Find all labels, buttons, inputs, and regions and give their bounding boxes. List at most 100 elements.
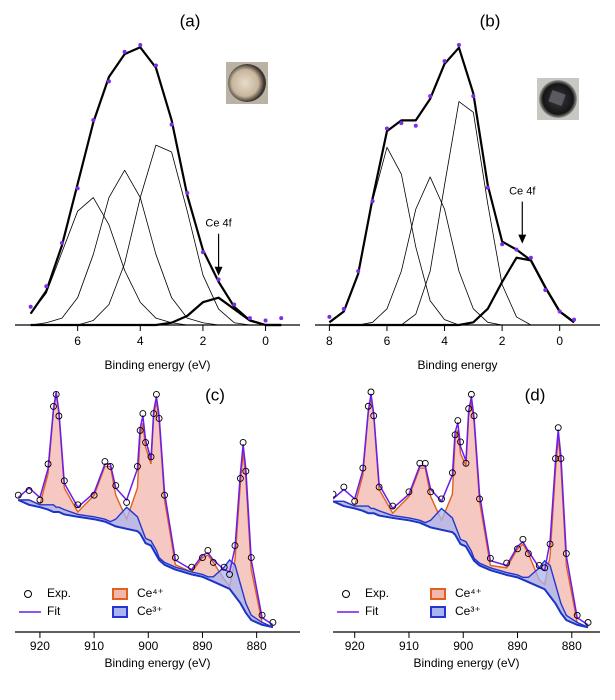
data-point xyxy=(28,304,33,309)
data-point xyxy=(216,277,221,282)
data-point xyxy=(106,462,114,470)
data-point xyxy=(15,491,22,499)
data-point xyxy=(36,496,44,504)
data-point xyxy=(123,498,131,506)
x-axis-label: Binding energy (eV) xyxy=(104,358,210,372)
data-point xyxy=(247,316,252,321)
data-point xyxy=(90,491,98,499)
data-point xyxy=(584,619,592,626)
data-point xyxy=(340,483,348,491)
data-point xyxy=(470,412,478,420)
data-point xyxy=(427,488,435,496)
annotation: Ce 4f xyxy=(205,218,232,230)
data-point xyxy=(60,477,68,485)
inset-photo xyxy=(226,62,268,104)
data-point xyxy=(413,123,418,128)
data-point xyxy=(106,79,111,84)
x-tick-label: 900 xyxy=(138,639,158,653)
data-point xyxy=(185,190,190,195)
data-point xyxy=(456,43,461,47)
data-point xyxy=(428,94,433,99)
data-point xyxy=(514,545,521,553)
x-tick-label: 920 xyxy=(30,639,50,653)
data-point xyxy=(528,255,533,260)
data-point xyxy=(359,464,367,472)
fit-line xyxy=(329,176,575,326)
data-point xyxy=(52,390,60,398)
data-point xyxy=(457,438,464,446)
x-tick-label: 920 xyxy=(345,639,365,653)
fit-line xyxy=(333,393,589,626)
data-point xyxy=(242,467,250,475)
data-point xyxy=(465,405,473,413)
data-point xyxy=(370,412,378,420)
data-point xyxy=(405,488,413,496)
data-point xyxy=(421,459,429,467)
x-tick-label: 6 xyxy=(384,334,391,348)
data-point xyxy=(142,438,150,446)
data-point xyxy=(209,558,217,566)
data-point xyxy=(438,495,445,503)
x-tick-label: 910 xyxy=(84,639,104,653)
x-tick-label: 2 xyxy=(499,334,506,348)
data-point xyxy=(341,306,346,311)
legend-label: Ce⁴⁺ xyxy=(137,586,164,600)
data-point xyxy=(356,269,361,274)
data-point xyxy=(375,483,383,491)
x-tick-label: 900 xyxy=(453,639,473,653)
fit-line xyxy=(329,256,575,327)
data-point xyxy=(546,540,554,548)
data-point xyxy=(152,390,160,398)
legend-label: Ce³⁺ xyxy=(455,604,481,618)
x-tick-label: 4 xyxy=(137,334,144,348)
x-tick-label: 0 xyxy=(262,334,269,348)
arrow-head xyxy=(518,234,527,244)
data-point xyxy=(134,462,141,470)
data-point xyxy=(169,122,174,127)
x-axis-label: Binding energy (eV) xyxy=(104,656,210,670)
data-point xyxy=(467,390,475,398)
data-point xyxy=(384,126,389,131)
data-point xyxy=(524,550,532,558)
panel-title: (c) xyxy=(205,385,225,404)
data-point xyxy=(247,554,255,562)
panel-title: (d) xyxy=(525,385,546,404)
fit-line xyxy=(17,499,274,629)
data-point xyxy=(543,288,548,292)
data-point xyxy=(74,501,82,509)
inset-photo xyxy=(537,78,579,120)
x-tick-label: 880 xyxy=(247,639,267,653)
data-point xyxy=(161,491,168,499)
data-point xyxy=(514,247,519,252)
data-point xyxy=(147,453,155,461)
data-point xyxy=(462,459,470,467)
data-point xyxy=(500,242,505,247)
x-tick-label: 6 xyxy=(74,334,81,348)
data-point xyxy=(557,455,565,462)
data-point xyxy=(199,554,206,562)
legend-label: Ce³⁺ xyxy=(137,604,163,618)
x-tick-label: 890 xyxy=(507,639,527,653)
data-point xyxy=(451,431,459,439)
data-point xyxy=(554,424,562,432)
legend-symbol xyxy=(24,590,32,598)
legend-symbol xyxy=(430,588,446,600)
data-point xyxy=(231,542,239,550)
x-tick-label: 4 xyxy=(441,334,448,348)
data-point xyxy=(239,438,247,446)
data-point xyxy=(367,388,375,396)
data-point xyxy=(25,486,33,494)
arrow-head xyxy=(214,266,223,276)
panel-title: (a) xyxy=(180,11,201,30)
data-point xyxy=(573,611,581,619)
x-tick-label: 8 xyxy=(326,334,333,348)
legend-symbol xyxy=(112,606,128,618)
fit-line xyxy=(29,46,282,327)
x-tick-label: 880 xyxy=(562,639,582,653)
x-axis-label: Binding energy (eV) xyxy=(413,656,519,670)
data-point xyxy=(204,546,212,554)
data-point xyxy=(155,414,163,422)
data-point xyxy=(486,554,494,562)
data-point xyxy=(200,250,205,255)
